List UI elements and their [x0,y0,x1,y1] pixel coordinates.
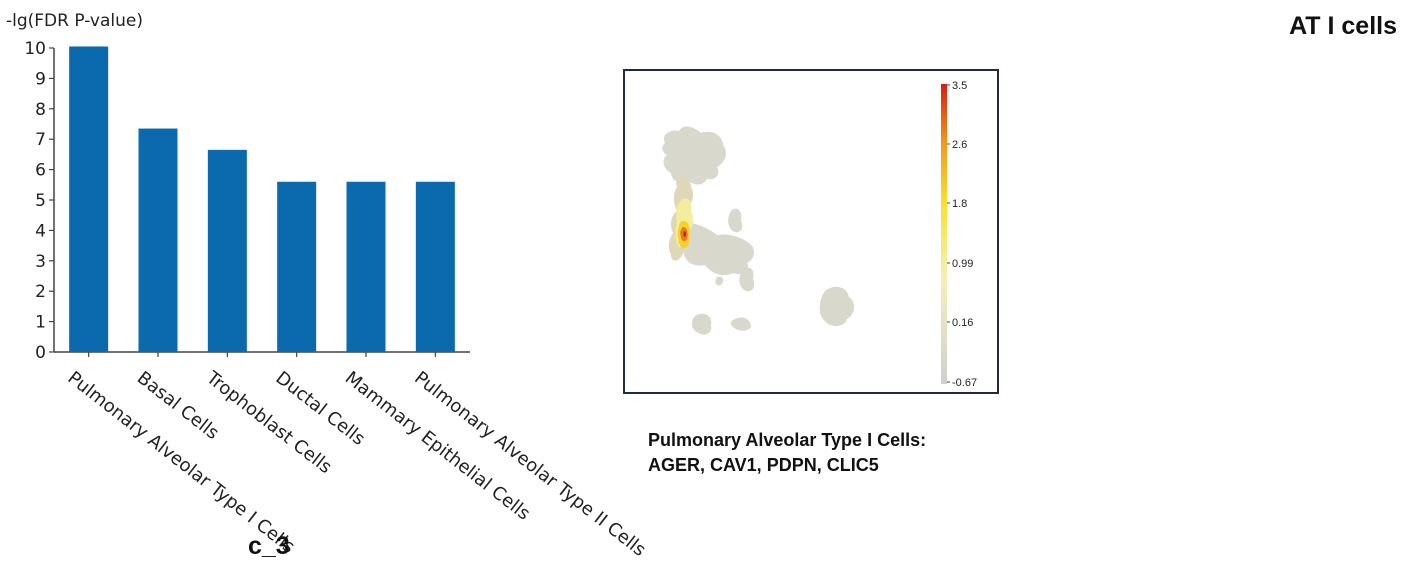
y-tick-label: 4 [35,221,46,241]
y-tick-label: 8 [35,100,46,120]
colorbar [941,84,947,384]
expression-peak [683,231,687,237]
cell-cluster-tail [739,267,755,292]
bar [277,181,317,352]
umap-plot: 3.5 2.6 1.8 0.99 0.16 -0.67 [662,80,977,389]
colorbar-ticks [947,84,950,383]
y-axis: 0 1 2 3 4 5 6 7 8 9 10 [24,39,470,363]
panel-tag: c_3 [248,532,290,560]
bar [138,128,178,352]
cell-cluster-upper [662,126,726,185]
umap-cells [662,126,855,335]
cell-cluster-isolated [819,286,855,327]
colorbar-label: -0.67 [952,377,977,389]
y-tick-label: 5 [35,191,46,211]
cell-cluster-lower [691,313,712,335]
y-tick-label: 1 [35,313,46,333]
caption-marker-genes: AGER, CAV1, PDPN, CLIC5 [648,455,879,475]
y-tick-label: 9 [35,69,46,89]
bar [69,46,109,352]
y-tick-label: 0 [35,343,46,363]
caption-line-1: Pulmonary Alveolar Type I Cells: [648,430,927,450]
y-tick-label: 6 [35,161,46,181]
x-tick-label: Trophoblast Cells [201,367,335,478]
page-title: AT I cells [1289,12,1397,40]
bar [207,149,247,352]
bars [69,46,455,352]
y-tick-label: 7 [35,130,46,150]
colorbar-label: 0.99 [952,258,973,270]
cell-cluster-mid [680,221,755,276]
cell-cluster-lower-right [730,317,751,331]
y-tick-label: 2 [35,282,46,302]
bar [415,181,455,352]
y-axis-label: -lg(FDR P-value) [6,11,143,31]
cell-cluster-dot [715,276,724,286]
y-tick-label: 3 [35,252,46,272]
colorbar-label: 2.6 [952,139,967,151]
bar [346,181,386,352]
bar-chart: -lg(FDR P-value) 0 1 2 3 4 5 6 7 8 9 10 Pulmonary … [6,11,650,561]
colorbar-label: 0.16 [952,317,973,329]
colorbar-label: 1.8 [952,198,967,210]
umap-caption: Pulmonary Alveolar Type I Cells: AGER, C… [648,428,926,478]
umap-panel: 3.5 2.6 1.8 0.99 0.16 -0.67 [623,69,999,394]
colorbar-label: 3.5 [952,80,967,92]
cell-cluster-small [728,208,743,233]
y-tick-label: 10 [24,39,46,59]
